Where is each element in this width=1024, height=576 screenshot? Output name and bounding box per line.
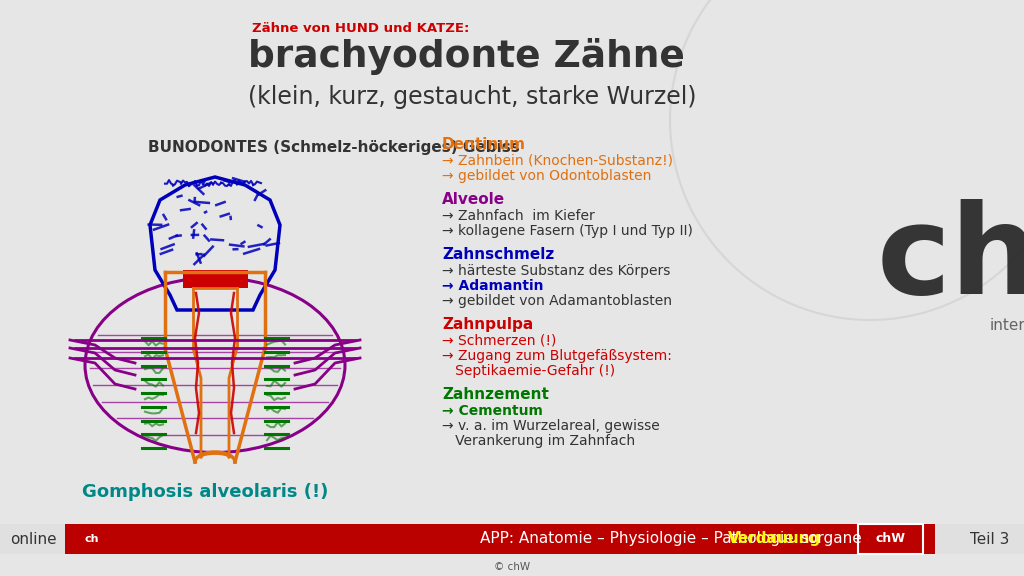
Text: → Adamantin: → Adamantin <box>442 279 544 293</box>
Text: Zahnpulpa: Zahnpulpa <box>442 317 534 332</box>
Text: interse: interse <box>990 318 1024 333</box>
Text: → Cementum: → Cementum <box>442 404 543 418</box>
Text: → Zahnfach  im Kiefer: → Zahnfach im Kiefer <box>442 209 595 223</box>
Text: © chW: © chW <box>494 562 530 572</box>
Text: chW: chW <box>874 532 905 545</box>
Text: Septikaemie-Gefahr (!): Septikaemie-Gefahr (!) <box>442 364 615 378</box>
Text: ch: ch <box>877 199 1024 320</box>
Text: → v. a. im Wurzelareal, gewisse: → v. a. im Wurzelareal, gewisse <box>442 419 659 433</box>
Bar <box>182 270 248 288</box>
Text: Zahnschmelz: Zahnschmelz <box>442 247 554 262</box>
Bar <box>65 524 935 554</box>
Text: Gomphosis alveolaris (!): Gomphosis alveolaris (!) <box>82 483 328 501</box>
Text: → Zugang zum Blutgefäßsystem:: → Zugang zum Blutgefäßsystem: <box>442 349 672 363</box>
Text: → gebildet von Adamantoblasten: → gebildet von Adamantoblasten <box>442 294 672 308</box>
Text: APP: Anatomie – Physiologie – Pathologie: APP: Anatomie – Physiologie – Pathologie <box>480 532 799 547</box>
Text: Verankerung im Zahnfach: Verankerung im Zahnfach <box>442 434 635 448</box>
Text: sorgane: sorgane <box>800 532 862 547</box>
Bar <box>858 524 923 554</box>
Text: Zähne von HUND und KATZE:: Zähne von HUND und KATZE: <box>252 22 469 35</box>
Text: online: online <box>9 532 56 547</box>
Text: → Schmerzen (!): → Schmerzen (!) <box>442 334 556 348</box>
Text: Alveole: Alveole <box>442 192 505 207</box>
Text: → gebildet von Odontoblasten: → gebildet von Odontoblasten <box>442 169 651 183</box>
Text: BUNODONTES (Schmelz-höckeriges) Gebiss: BUNODONTES (Schmelz-höckeriges) Gebiss <box>148 140 520 155</box>
Text: → härteste Substanz des Körpers: → härteste Substanz des Körpers <box>442 264 671 278</box>
Text: → kollagene Fasern (Typ I und Typ II): → kollagene Fasern (Typ I und Typ II) <box>442 224 693 238</box>
Text: Zahnzement: Zahnzement <box>442 387 549 402</box>
Text: Teil 3: Teil 3 <box>971 532 1010 547</box>
Text: brachyodonte Zähne: brachyodonte Zähne <box>248 38 685 75</box>
Text: → Zahnbein (Knochen-Substanz!): → Zahnbein (Knochen-Substanz!) <box>442 154 673 168</box>
Bar <box>0 524 1024 554</box>
Text: Verdauung: Verdauung <box>728 532 821 547</box>
Text: Dentinum: Dentinum <box>442 137 526 152</box>
Text: ch: ch <box>85 534 99 544</box>
Text: (klein, kurz, gestaucht, starke Wurzel): (klein, kurz, gestaucht, starke Wurzel) <box>248 85 696 109</box>
